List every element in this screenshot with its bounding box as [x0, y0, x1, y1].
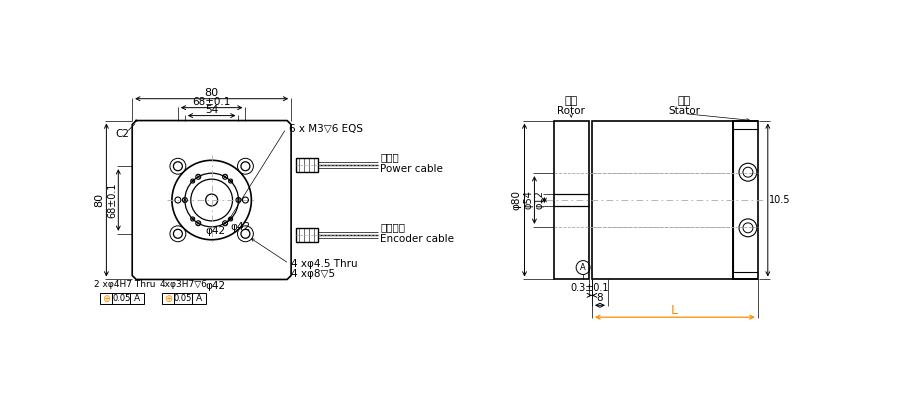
Text: 8: 8 — [596, 293, 603, 303]
Text: A: A — [580, 263, 586, 272]
Text: 54: 54 — [205, 105, 218, 115]
Text: ⊕: ⊕ — [164, 294, 172, 304]
Text: 68±0.1: 68±0.1 — [192, 97, 231, 107]
Text: φ54: φ54 — [523, 191, 533, 209]
Text: L: L — [671, 304, 678, 317]
Text: 2 xφ4H7 Thru: 2 xφ4H7 Thru — [94, 280, 155, 289]
Text: 0.05: 0.05 — [174, 295, 192, 303]
Text: φ80: φ80 — [511, 190, 521, 210]
Text: 定子: 定子 — [677, 96, 691, 106]
Bar — [162, 293, 206, 304]
Bar — [555, 120, 589, 280]
Bar — [733, 120, 758, 280]
Text: 4 xφ4.5 Thru: 4 xφ4.5 Thru — [291, 259, 358, 269]
Text: φ42: φ42 — [230, 222, 251, 232]
Text: 80: 80 — [205, 88, 218, 98]
Text: φ12: φ12 — [534, 191, 545, 209]
Text: 动力线: 动力线 — [381, 152, 400, 162]
Text: A: A — [134, 295, 140, 303]
Text: Power cable: Power cable — [381, 164, 444, 174]
Text: 68±0.1: 68±0.1 — [107, 182, 117, 218]
Text: φ42: φ42 — [206, 282, 226, 291]
Text: A: A — [196, 295, 202, 303]
Bar — [296, 228, 318, 242]
Bar — [100, 293, 144, 304]
Text: Encoder cable: Encoder cable — [381, 234, 455, 244]
Text: φ42: φ42 — [206, 226, 226, 236]
Text: Stator: Stator — [668, 105, 700, 116]
Text: 转子: 转子 — [565, 96, 578, 106]
Text: 0.05: 0.05 — [112, 295, 131, 303]
Text: Rotor: Rotor — [557, 105, 585, 116]
Text: 编码器线: 编码器线 — [381, 222, 406, 232]
Text: 4 xφ8▽5: 4 xφ8▽5 — [291, 269, 336, 280]
Text: 80: 80 — [95, 193, 105, 207]
Text: 6 x M3▽6 EQS: 6 x M3▽6 EQS — [290, 124, 364, 133]
Text: C2: C2 — [115, 129, 129, 139]
Text: 4xφ3H7▽6: 4xφ3H7▽6 — [160, 280, 207, 289]
Text: 10.5: 10.5 — [769, 195, 790, 205]
Bar — [592, 120, 733, 280]
Text: 0.3±0.1: 0.3±0.1 — [571, 283, 609, 293]
Text: ⊕: ⊕ — [102, 294, 110, 304]
Bar — [296, 158, 318, 172]
